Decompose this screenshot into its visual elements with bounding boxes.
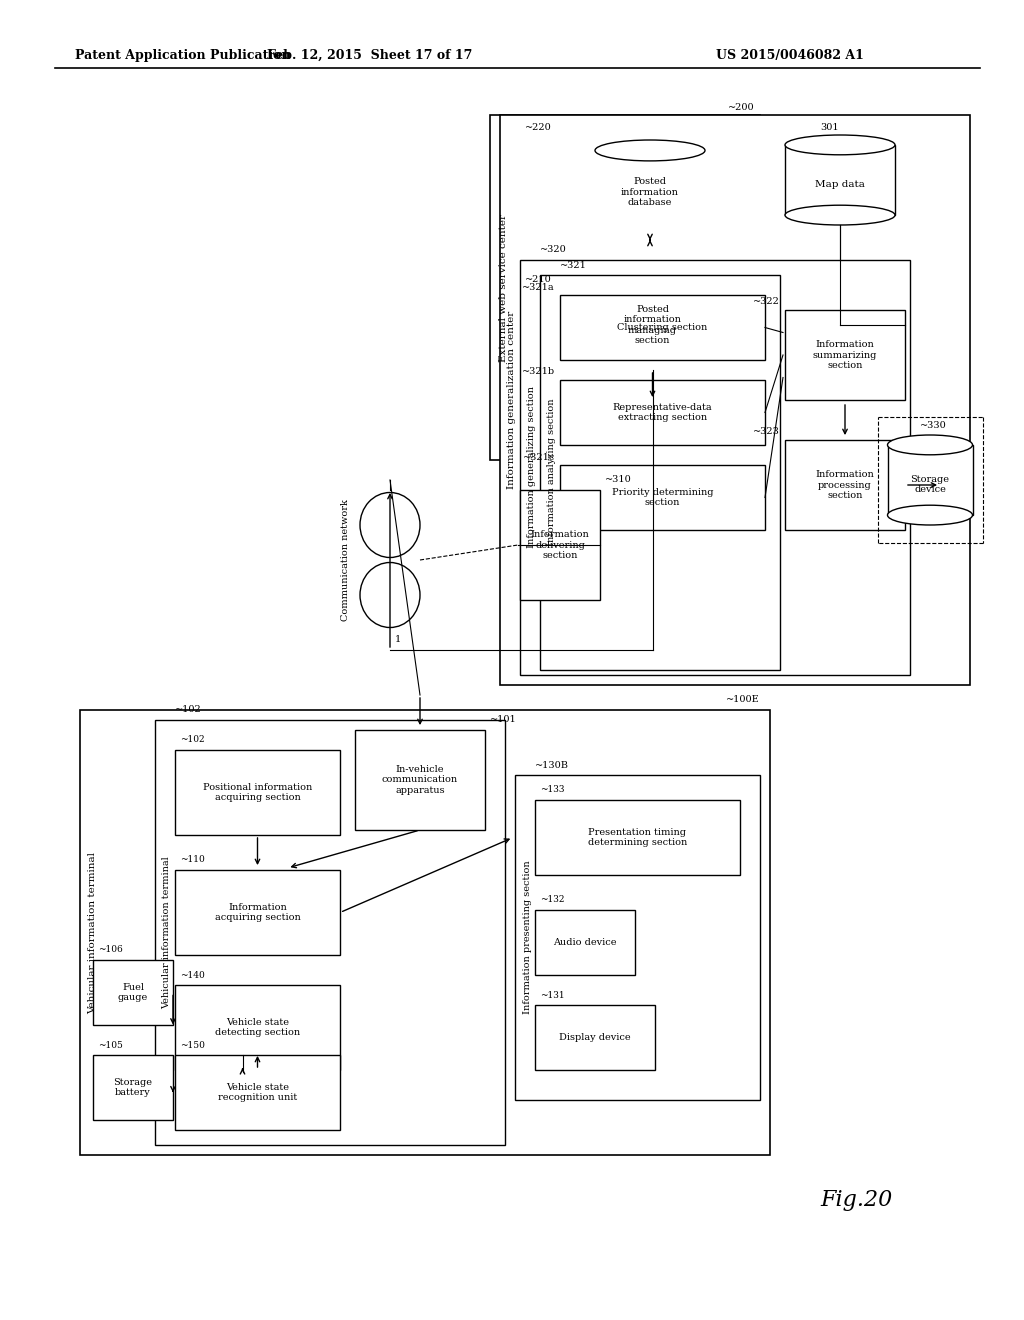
- Text: US 2015/0046082 A1: US 2015/0046082 A1: [716, 49, 864, 62]
- Text: ~132: ~132: [540, 895, 564, 904]
- Bar: [580, 280, 725, 370]
- Ellipse shape: [360, 562, 420, 627]
- Bar: [595, 150, 705, 224]
- Text: ~210: ~210: [525, 276, 552, 285]
- Text: Information
processing
section: Information processing section: [816, 470, 874, 500]
- Text: ~330: ~330: [920, 421, 947, 429]
- Text: ~321b: ~321b: [522, 367, 555, 376]
- Bar: [515, 775, 760, 1100]
- Bar: [520, 260, 910, 675]
- Bar: [500, 115, 970, 685]
- Bar: [560, 294, 765, 360]
- Text: Information generalizing section: Information generalizing section: [527, 387, 537, 548]
- Text: Display device: Display device: [559, 1034, 631, 1041]
- Text: Information
delivering
section: Information delivering section: [530, 531, 590, 560]
- Bar: [560, 465, 765, 531]
- Text: ~200: ~200: [728, 103, 755, 111]
- Text: ~310: ~310: [605, 475, 632, 484]
- Text: ~105: ~105: [98, 1040, 123, 1049]
- Ellipse shape: [595, 140, 705, 161]
- Text: ~133: ~133: [540, 785, 564, 795]
- Ellipse shape: [888, 436, 973, 455]
- Text: Fuel
gauge: Fuel gauge: [118, 983, 148, 1002]
- Text: Clustering section: Clustering section: [617, 323, 708, 333]
- Text: ~220: ~220: [525, 123, 552, 132]
- Text: Information generalization center: Information generalization center: [508, 312, 516, 490]
- Ellipse shape: [785, 205, 895, 224]
- Text: Fig.20: Fig.20: [820, 1189, 892, 1210]
- Bar: [535, 1005, 655, 1071]
- Ellipse shape: [888, 506, 973, 525]
- Text: Positional information
acquiring section: Positional information acquiring section: [203, 783, 312, 803]
- Bar: [355, 730, 485, 830]
- Bar: [93, 960, 173, 1026]
- Ellipse shape: [595, 214, 705, 235]
- Text: In-vehicle
communication
apparatus: In-vehicle communication apparatus: [382, 766, 458, 795]
- Bar: [490, 115, 760, 459]
- Text: 1: 1: [395, 635, 401, 644]
- Text: Information analyzing section: Information analyzing section: [548, 399, 556, 546]
- Text: ~322: ~322: [753, 297, 780, 306]
- Bar: [535, 800, 740, 875]
- Bar: [155, 719, 505, 1144]
- Text: Feb. 12, 2015  Sheet 17 of 17: Feb. 12, 2015 Sheet 17 of 17: [267, 49, 473, 62]
- Text: ~321c: ~321c: [522, 453, 555, 462]
- Bar: [175, 870, 340, 954]
- Bar: [785, 310, 905, 400]
- Text: Posted
information
database: Posted information database: [622, 177, 679, 207]
- Bar: [785, 440, 905, 531]
- Bar: [560, 380, 765, 445]
- Bar: [80, 710, 770, 1155]
- Text: Vehicular information terminal: Vehicular information terminal: [163, 857, 171, 1008]
- Text: Information
acquiring section: Information acquiring section: [215, 903, 300, 923]
- Ellipse shape: [785, 135, 895, 154]
- Text: Information
summarizing
section: Information summarizing section: [813, 341, 878, 370]
- Text: ~106: ~106: [98, 945, 123, 954]
- Text: Storage
device: Storage device: [910, 475, 949, 494]
- Bar: [785, 145, 895, 215]
- Bar: [535, 909, 635, 975]
- Text: ~102: ~102: [180, 735, 205, 744]
- Text: Audio device: Audio device: [553, 939, 616, 946]
- Bar: [175, 750, 340, 836]
- Bar: [888, 445, 973, 515]
- Text: Presentation timing
determining section: Presentation timing determining section: [588, 828, 687, 847]
- Text: Patent Application Publication: Patent Application Publication: [75, 49, 291, 62]
- Text: Vehicle state
detecting section: Vehicle state detecting section: [215, 1018, 300, 1038]
- Text: Storage
battery: Storage battery: [114, 1078, 153, 1097]
- Text: External web service center: External web service center: [499, 214, 508, 362]
- Bar: [520, 490, 600, 601]
- Text: Priority determining
section: Priority determining section: [611, 488, 714, 507]
- Bar: [93, 1055, 173, 1119]
- Text: ~102: ~102: [175, 705, 202, 714]
- Bar: [540, 275, 780, 671]
- Text: ~150: ~150: [180, 1040, 205, 1049]
- Text: ~323: ~323: [753, 428, 780, 437]
- Text: ~100E: ~100E: [726, 696, 760, 705]
- Text: ~320: ~320: [540, 246, 566, 255]
- Text: ~130B: ~130B: [535, 760, 569, 770]
- Bar: [175, 1055, 340, 1130]
- Ellipse shape: [360, 492, 420, 557]
- Text: ~101: ~101: [490, 715, 517, 725]
- Bar: [175, 985, 340, 1071]
- Text: Posted
information
managing
section: Posted information managing section: [624, 305, 681, 345]
- Text: Vehicular information terminal: Vehicular information terminal: [88, 851, 97, 1014]
- Text: Map data: Map data: [815, 180, 865, 189]
- Text: ~110: ~110: [180, 855, 205, 865]
- Text: 301: 301: [820, 123, 839, 132]
- Text: Information presenting section: Information presenting section: [522, 861, 531, 1014]
- Text: ~321a: ~321a: [522, 282, 555, 292]
- Text: Vehicle state
recognition unit: Vehicle state recognition unit: [218, 1082, 297, 1102]
- Text: Representative-data
extracting section: Representative-data extracting section: [612, 403, 713, 422]
- Text: ~131: ~131: [540, 990, 564, 999]
- Text: ~321: ~321: [560, 260, 587, 269]
- Text: Communication network: Communication network: [341, 499, 349, 620]
- Text: ~140: ~140: [180, 970, 205, 979]
